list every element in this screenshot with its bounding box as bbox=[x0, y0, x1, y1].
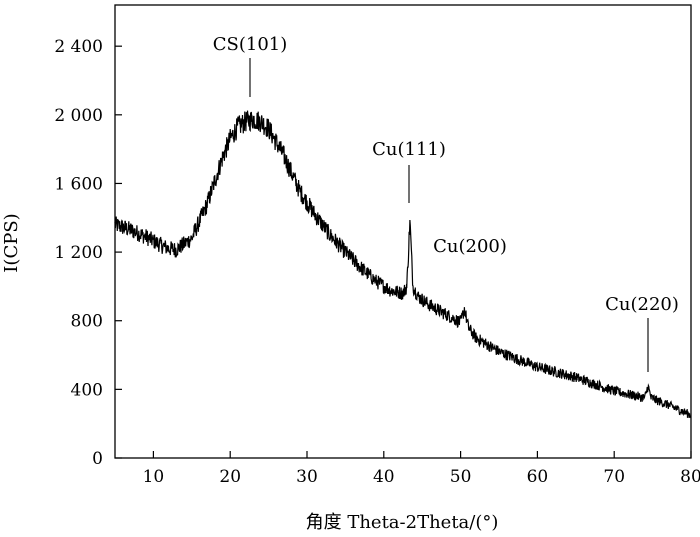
peak-label: Cu(220) bbox=[605, 294, 679, 315]
peak-label: Cu(111) bbox=[372, 139, 446, 160]
y-tick-label: 800 bbox=[71, 312, 103, 332]
y-tick-label: 0 bbox=[92, 449, 103, 469]
peak-annotations: CS(101) Cu(111) Cu(200) Cu(220) bbox=[213, 34, 679, 372]
plot-frame bbox=[114, 4, 692, 459]
y-tick-label: 2 000 bbox=[54, 106, 103, 126]
plot-border bbox=[114, 4, 692, 459]
x-tick-label: 30 bbox=[296, 467, 318, 487]
series-line-xrd-pattern bbox=[114, 110, 692, 419]
y-tick-label: 1 600 bbox=[54, 174, 103, 194]
x-tick-label: 50 bbox=[450, 467, 472, 487]
x-tick-label: 70 bbox=[603, 467, 625, 487]
x-tick-label: 20 bbox=[219, 467, 241, 487]
x-tick-label: 60 bbox=[527, 467, 549, 487]
peak-label: Cu(200) bbox=[433, 236, 507, 257]
y-tick-label: 400 bbox=[71, 380, 103, 400]
peak-label: CS(101) bbox=[213, 34, 288, 55]
x-tick-label: 10 bbox=[143, 467, 165, 487]
y-tick-label: 2 400 bbox=[54, 37, 103, 57]
x-tick-label: 40 bbox=[373, 467, 395, 487]
y-axis-title: I(CPS) bbox=[1, 213, 22, 272]
x-tick-label: 80 bbox=[680, 467, 700, 487]
x-axis-title: 角度 Theta-2Theta/(°) bbox=[306, 512, 499, 533]
y-tick-label: 1 200 bbox=[54, 243, 103, 263]
